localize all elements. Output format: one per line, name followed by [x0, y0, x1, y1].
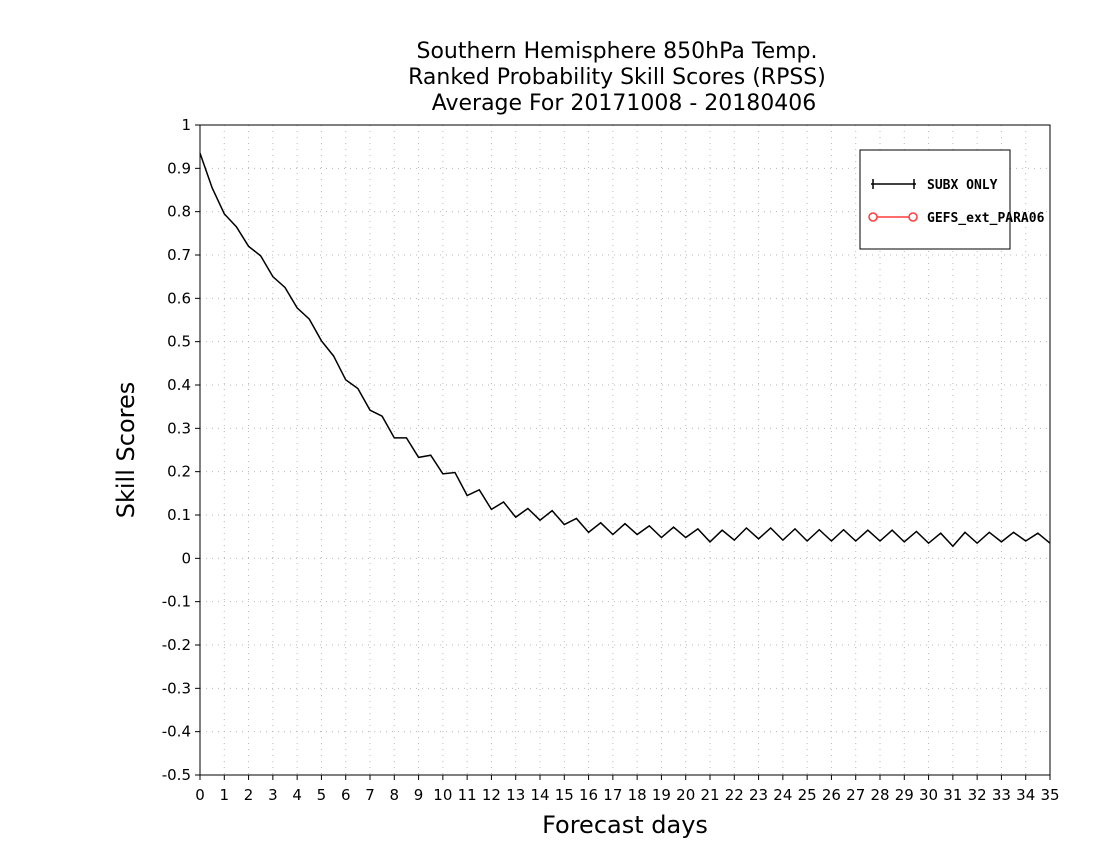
chart-title: Southern Hemisphere 850hPa Temp. Ranked … — [408, 39, 826, 116]
x-tick-label: 17 — [603, 786, 622, 804]
x-tick-label: 23 — [749, 786, 768, 804]
y-tick-label: -0.1 — [162, 593, 191, 611]
x-tick-label: 22 — [725, 786, 744, 804]
x-axis-label: Forecast days — [542, 811, 708, 839]
x-tick-label: 6 — [341, 786, 351, 804]
x-tick-label: 18 — [628, 786, 647, 804]
x-tick-label: 32 — [968, 786, 987, 804]
y-tick-label: -0.3 — [162, 679, 191, 697]
x-tick-label: 21 — [700, 786, 719, 804]
x-tick-label: 29 — [895, 786, 914, 804]
legend-item-subx: SUBX ONLY — [871, 178, 998, 193]
x-tick-label: 2 — [244, 786, 254, 804]
x-tick-label: 27 — [846, 786, 865, 804]
legend-marker-gefs — [868, 212, 878, 222]
x-tick-label: 19 — [652, 786, 671, 804]
legend-marker-gefs-2 — [908, 212, 918, 222]
y-tick-label: 0.4 — [167, 376, 191, 394]
y-axis: 1 0.9 0.8 0.7 0.6 0.5 0.4 0.3 0.2 0.1 0 -0.1 -0.2 -0.… — [162, 116, 200, 784]
x-tick-label: 7 — [365, 786, 375, 804]
x-tick-label: 35 — [1040, 786, 1059, 804]
x-tick-label: 4 — [292, 786, 302, 804]
x-tick-label: 24 — [773, 786, 792, 804]
x-axis: 0 1 2 3 4 5 6 7 8 9 10 11 12 13 14 15 16 17 18 19 20 21 22 23 24… — [195, 775, 1060, 804]
y-axis-label: Skill Scores — [112, 382, 140, 519]
x-tick-label: 31 — [943, 786, 962, 804]
y-tick-label: -0.4 — [162, 723, 191, 741]
y-tick-label: 1 — [181, 116, 191, 134]
x-tick-label: 9 — [414, 786, 424, 804]
x-tick-label: 13 — [506, 786, 525, 804]
x-tick-label: 3 — [268, 786, 278, 804]
series-line-0 — [199, 152, 1051, 548]
x-tick-label: 25 — [798, 786, 817, 804]
legend: SUBX ONLY GEFS_ext_PARA06 — [859, 149, 1045, 250]
x-tick-label: 11 — [458, 786, 477, 804]
x-tick-label: 20 — [676, 786, 695, 804]
y-tick-label: 0.9 — [167, 159, 191, 177]
legend-box — [859, 149, 1011, 250]
x-tick-label: 28 — [870, 786, 889, 804]
x-tick-label: 8 — [390, 786, 400, 804]
legend-label-gefs: GEFS_ext_PARA06 — [927, 211, 1045, 226]
y-tick-label: 0.1 — [167, 506, 191, 524]
y-tick-label: 0.5 — [167, 333, 191, 351]
x-tick-label: 0 — [195, 786, 205, 804]
x-tick-label: 1 — [220, 786, 230, 804]
title-line-3: Average For 20171008 - 20180406 — [432, 91, 817, 116]
x-tick-label: 33 — [992, 786, 1011, 804]
series-layer — [199, 152, 1051, 548]
x-tick-label: 12 — [482, 786, 501, 804]
x-tick-label: 34 — [1016, 786, 1035, 804]
x-tick-label: 15 — [555, 786, 574, 804]
legend-item-gefs: GEFS_ext_PARA06 — [868, 211, 1045, 226]
title-line-1: Southern Hemisphere 850hPa Temp. — [417, 39, 818, 64]
y-tick-label: 0.3 — [167, 419, 191, 437]
x-tick-label: 10 — [433, 786, 452, 804]
y-tick-label: -0.5 — [162, 766, 191, 784]
title-line-2: Ranked Probability Skill Scores (RPSS) — [408, 65, 826, 90]
y-tick-label: 0 — [181, 549, 191, 567]
y-tick-label: 0.7 — [167, 246, 191, 264]
x-tick-label: 5 — [317, 786, 327, 804]
x-tick-label: 16 — [579, 786, 598, 804]
x-tick-label: 30 — [919, 786, 938, 804]
plot-frame — [199, 124, 1051, 776]
y-tick-label: 0.6 — [167, 289, 191, 307]
y-tick-label: 0.8 — [167, 203, 191, 221]
legend-label-subx: SUBX ONLY — [927, 178, 998, 193]
x-tick-label: 14 — [530, 786, 549, 804]
y-tick-label: -0.2 — [162, 636, 191, 654]
x-tick-label: 26 — [822, 786, 841, 804]
y-tick-label: 0.2 — [167, 463, 191, 481]
